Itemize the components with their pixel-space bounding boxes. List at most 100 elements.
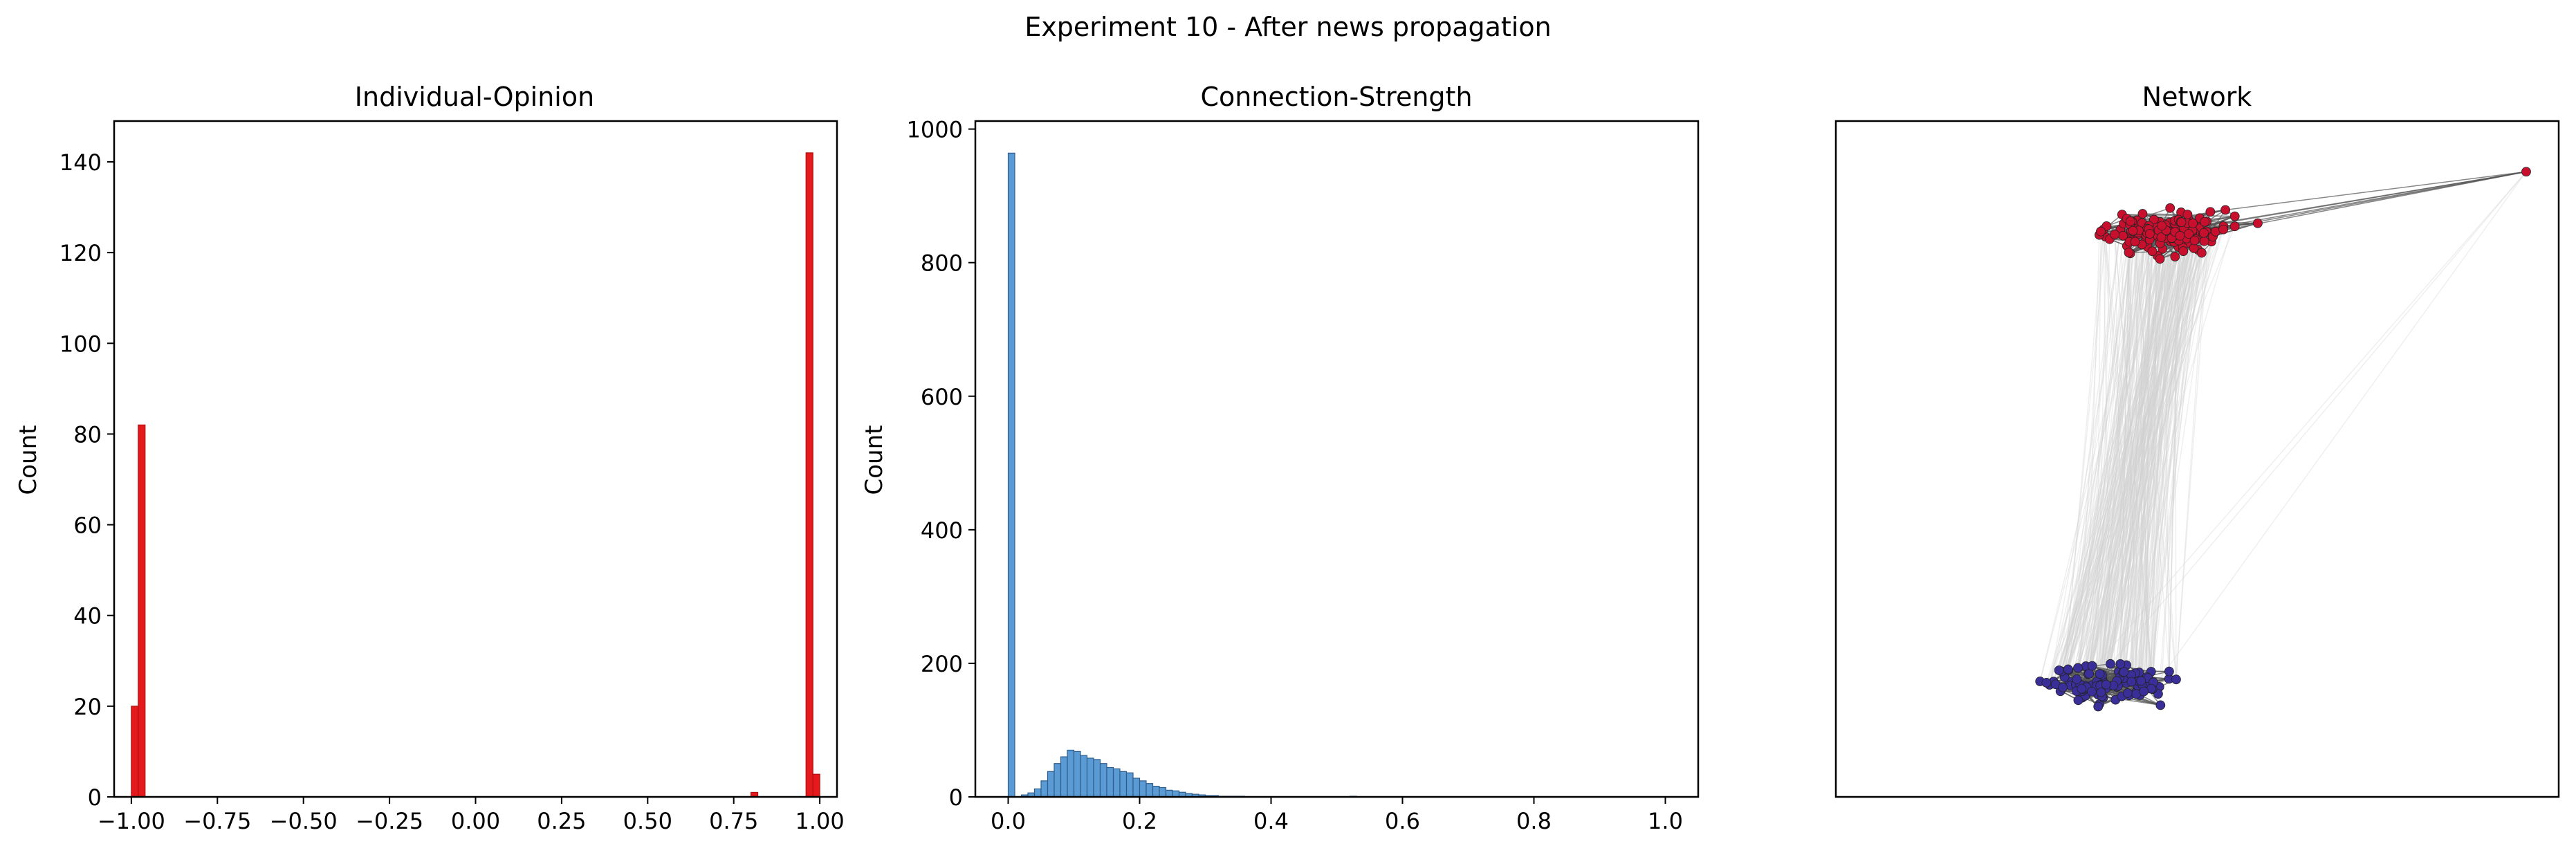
network-node [2125,216,2135,226]
network-edge [2122,233,2151,673]
histogram-bar [1047,771,1055,798]
network-edge [2114,234,2125,672]
network-edge [2095,231,2101,686]
network-edge [2099,230,2140,686]
network-edge [2055,235,2176,685]
network-edge [2175,231,2207,680]
histogram-bar [1007,152,1015,798]
chart-connection-strength: Connection-Strength Count 0 200 400 600 800 1… [861,82,1700,834]
network-edge [2099,240,2174,686]
network-edge [2104,237,2140,681]
y-axis-label: Count [861,425,888,495]
network-edge [2112,223,2174,686]
network-edge [2062,224,2135,688]
histogram-bar [1040,780,1049,798]
network-edge [2123,247,2184,679]
network-edge [2084,220,2137,686]
network-edge [2122,239,2151,673]
network-edge [2101,221,2182,697]
network-edge [2131,251,2153,675]
y-tick-label: 60 [73,513,102,539]
y-tick-label: 0 [949,784,963,811]
network-edge [2076,220,2175,680]
network-edge [2088,226,2225,674]
network-edge [2053,232,2209,682]
network-edge [2096,229,2150,682]
network-edge [2081,171,2527,699]
network-edge [2077,241,2212,701]
network-edge [2101,230,2132,697]
network-edge [2084,249,2199,686]
network-edge [2151,230,2167,672]
network-edge [2088,213,2144,674]
network-edge [2063,246,2179,678]
histogram-bar [1080,755,1088,798]
network-edge [2123,231,2133,672]
y-axis-label: Count [15,425,42,495]
network-edge [2142,218,2200,683]
network-edge [2151,235,2190,689]
network-edge [2137,232,2149,679]
network-node [2196,248,2207,258]
chart-title: Individual-Opinion [355,82,594,112]
network-node [2229,211,2240,221]
network-edge [2099,247,2184,704]
network-edge [2110,223,2174,664]
network-node [2199,236,2209,246]
network-edge [2068,234,2162,670]
network-edge [2081,230,2132,698]
network-edge [2068,253,2131,670]
network-edge [2055,236,2214,685]
histogram-bar [1112,768,1121,798]
network-edge [2146,229,2150,683]
network-node [2182,210,2193,220]
histogram-bars [131,152,820,798]
network-edge [2128,238,2173,696]
network-edge [2081,220,2202,689]
network-node [2155,254,2165,264]
network-edge [2061,235,2184,672]
network-edge [2055,208,2171,685]
network-edge [2163,237,2170,679]
network-edge [2139,238,2166,695]
network-edge [2049,208,2171,686]
network-edge [2053,232,2196,682]
x-tick-label: 0.50 [623,808,672,834]
network-edge [2070,246,2128,686]
network-node [2176,217,2187,228]
chart-individual-opinion: Individual-Opinion Count 0 20 40 60 80 100 120… [15,82,845,834]
network-node [2220,205,2231,215]
network-node [2149,214,2159,225]
network-edge [2055,256,2176,685]
histogram-bar [1125,772,1134,798]
network-edge [2135,231,2207,674]
network-edge [2099,239,2203,705]
network-edge [2081,232,2193,698]
network-edge [2101,243,2161,675]
network-edge [2076,255,2158,680]
network-edge [2091,237,2162,666]
network-nodes [2035,167,2531,712]
network-edge [2147,235,2174,679]
network-edge [2175,171,2527,241]
network-edge [2063,236,2176,678]
network-edge [2084,232,2166,686]
chart-title: Network [2142,82,2252,112]
network-edge [2059,230,2160,692]
network-edge [2085,220,2175,667]
network-edge [2140,233,2148,681]
network-edge [2116,221,2158,681]
network-edge [2131,249,2199,682]
network-node [2200,217,2210,227]
network-node [2229,221,2240,232]
network-edge [2100,238,2187,692]
network-edge [2141,259,2161,684]
network-node [2096,226,2106,237]
network-edge [2095,226,2163,691]
network-edge [2140,227,2188,681]
network-edge [2062,226,2108,688]
network-edge [2091,235,2190,692]
network-node [2199,228,2209,238]
network-node [2041,677,2052,688]
network-node [2178,246,2189,256]
